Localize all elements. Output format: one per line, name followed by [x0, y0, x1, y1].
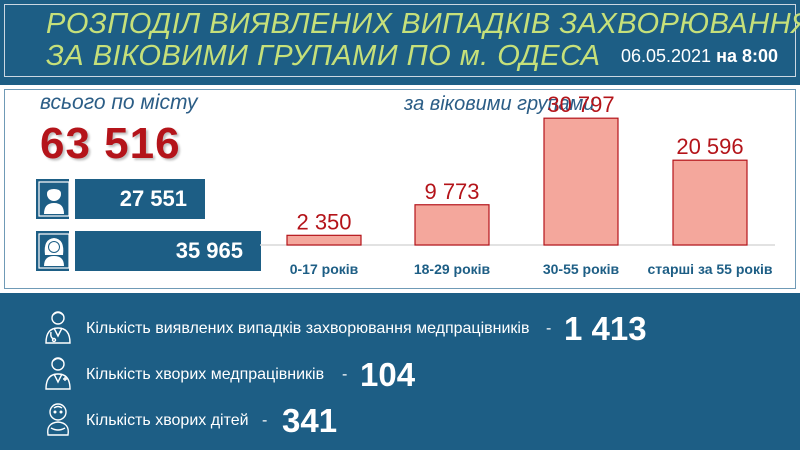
bar-3 [543, 117, 619, 246]
value-label-1: 2 350 [296, 209, 351, 234]
value-label-2: 9 773 [424, 179, 479, 204]
female-total-value: 35 965 [75, 231, 261, 271]
male-total-value: 27 551 [75, 179, 205, 219]
stat-label: Кількість хворих дітей [86, 412, 249, 429]
bar-4 [672, 159, 748, 246]
stat-dash: - [262, 412, 268, 429]
age-group-bar-chart: 2 350 0-17 років 9 773 18-29 років 30 797 30-… [260, 92, 775, 277]
stat-dash: - [342, 366, 348, 383]
bar-2 [414, 204, 490, 246]
title-line-1: РОЗПОДІЛ ВИЯВЛЕНИХ ВИПАДКІВ ЗАХВОРЮВАННЯ [46, 8, 800, 40]
category-label-1: 0-17 років [290, 261, 359, 277]
category-label-2: 18-29 років [414, 261, 491, 277]
stat-value: 104 [360, 356, 416, 393]
value-label-3: 30 797 [547, 92, 614, 117]
value-label-4: 20 596 [676, 134, 743, 159]
date-separator: на [716, 46, 737, 66]
stat-label: Кількість виявлених випадків захворюванн… [86, 320, 530, 337]
report-date: 06.05.2021 [620, 46, 712, 66]
male-person-icon [36, 179, 72, 219]
report-time: 8:00 [741, 46, 778, 66]
header-frame [4, 4, 796, 77]
bar-1 [286, 234, 362, 246]
baby-icon [40, 399, 76, 439]
stat-dash: - [546, 320, 552, 337]
city-total-value: 63 516 [40, 119, 181, 168]
city-total-label: всього по місту [40, 91, 198, 114]
header: РОЗПОДІЛ ВИЯВЛЕНИХ ВИПАДКІВ ЗАХВОРЮВАННЯ… [0, 0, 800, 85]
medical-worker-icon [40, 307, 76, 347]
stat-label: Кількість хворих медпрацівників [86, 366, 325, 383]
female-person-icon [36, 231, 72, 271]
stat-value: 1 413 [564, 310, 647, 347]
sick-medical-worker-icon [40, 353, 76, 393]
category-label-3: 30-55 років [543, 261, 620, 277]
panel-frame [4, 89, 796, 289]
date-time-line: 06.05.2021 на 8:00 [621, 46, 778, 67]
category-label-4: старші за 55 років [648, 261, 773, 277]
chart-title: за віковими групами [404, 93, 595, 115]
title-line-2: ЗА ВІКОВИМИ ГРУПАМИ ПО м. ОДЕСА [46, 40, 601, 72]
summary-panel: всього по місту 63 516 27 551 35 965 за … [0, 85, 800, 293]
stat-value: 341 [282, 402, 338, 439]
stats-section: Кількість виявлених випадків захворюванн… [0, 293, 800, 450]
